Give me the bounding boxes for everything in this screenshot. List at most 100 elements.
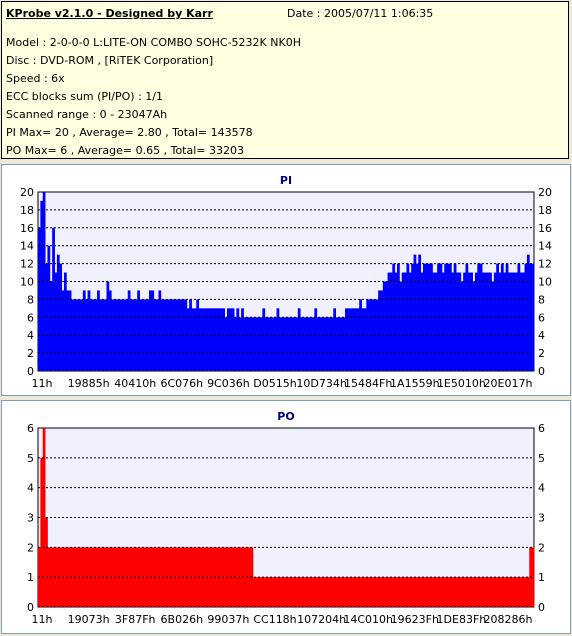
bar	[212, 308, 216, 371]
x-tick-label: 20E017h	[484, 377, 533, 390]
bar	[208, 308, 211, 371]
po-statistics: PO Max= 6 , Average= 0.65 , Total= 33203	[6, 144, 244, 157]
y-tick-label-right: 0	[538, 365, 545, 378]
bar	[219, 308, 223, 371]
bar	[158, 290, 162, 371]
bar	[375, 577, 379, 607]
x-tick-label: 11h	[32, 613, 53, 626]
bar	[356, 308, 360, 371]
bar	[474, 272, 478, 371]
x-tick-label: 3F87Fh	[115, 613, 156, 626]
bar	[493, 577, 497, 607]
y-tick-label-left: 18	[20, 204, 34, 217]
bar	[54, 272, 58, 371]
bar	[356, 577, 360, 607]
bar	[61, 290, 65, 371]
bar	[42, 428, 46, 607]
bar	[309, 577, 313, 607]
bar	[215, 308, 218, 371]
bar	[156, 299, 159, 371]
bar	[269, 317, 273, 371]
bar	[467, 272, 471, 371]
bar	[482, 272, 485, 371]
bar	[151, 290, 155, 371]
bar	[276, 308, 280, 371]
bar	[167, 299, 171, 371]
bar	[302, 317, 306, 371]
bar	[219, 547, 223, 607]
bar	[489, 272, 492, 371]
bar	[200, 308, 204, 371]
bar	[354, 308, 358, 371]
x-tick-label: 19885h	[68, 377, 110, 390]
bar	[198, 308, 202, 371]
bar	[482, 577, 485, 607]
y-tick-label-left: 0	[27, 601, 34, 614]
bar	[444, 577, 448, 607]
pi-chart-panel: PI 0 0 2 2 4 4 6 6 8 8 10 10 12 12 14 14 16 16 18 18 20 20 11h 1…	[1, 164, 571, 396]
bar	[394, 272, 398, 371]
bar	[94, 299, 98, 371]
x-tick-label: CC118h	[253, 613, 296, 626]
bar	[437, 577, 440, 607]
bar	[144, 299, 148, 371]
bar	[474, 577, 478, 607]
bar	[479, 577, 483, 607]
y-tick-label-left: 20	[20, 186, 34, 199]
bar	[137, 290, 140, 371]
bar	[248, 317, 251, 371]
bar	[411, 577, 414, 607]
bar	[293, 317, 296, 371]
bar	[326, 577, 329, 607]
bar	[519, 272, 523, 371]
x-tick-label: 6B026h	[161, 613, 204, 626]
bar	[49, 281, 53, 371]
bar	[472, 577, 476, 607]
bar	[286, 317, 289, 371]
bar	[123, 547, 126, 607]
drive-model: Model : 2-0-0-0 L:LITE-ON COMBO SOHC-523…	[6, 36, 301, 49]
bar	[186, 547, 190, 607]
bar	[505, 577, 509, 607]
bar	[304, 317, 308, 371]
bar	[304, 577, 308, 607]
bar	[267, 577, 270, 607]
bar	[456, 577, 459, 607]
bar	[274, 577, 277, 607]
y-tick-label-right: 18	[538, 204, 552, 217]
y-tick-label-right: 14	[538, 240, 552, 253]
bar	[359, 299, 362, 371]
bar	[484, 577, 488, 607]
bar	[208, 547, 211, 607]
x-tick-label: 208286h	[484, 613, 533, 626]
x-tick-label: 19073h	[68, 613, 110, 626]
bar	[97, 290, 100, 371]
bar	[274, 317, 277, 371]
bar	[337, 577, 341, 607]
bar	[489, 577, 492, 607]
y-tick-label-left: 12	[20, 258, 34, 271]
y-tick-label-right: 4	[538, 329, 545, 342]
bar	[311, 317, 315, 371]
bar	[439, 263, 443, 371]
bar	[179, 299, 183, 371]
bar	[271, 317, 275, 371]
bar	[389, 577, 393, 607]
bar	[378, 290, 381, 371]
bar	[404, 272, 407, 371]
bar	[460, 281, 464, 371]
y-tick-label-left: 10	[20, 276, 34, 289]
bar	[45, 517, 48, 607]
bar	[460, 577, 464, 607]
bar	[71, 299, 74, 371]
bar	[430, 577, 433, 607]
bar	[434, 272, 438, 371]
x-tick-label: 9C036h	[207, 377, 250, 390]
bar	[132, 547, 136, 607]
bar	[366, 577, 370, 607]
bar	[526, 254, 530, 371]
bar	[167, 547, 171, 607]
bar	[191, 308, 195, 371]
bar	[479, 263, 483, 371]
y-tick-label-right: 6	[538, 422, 545, 435]
